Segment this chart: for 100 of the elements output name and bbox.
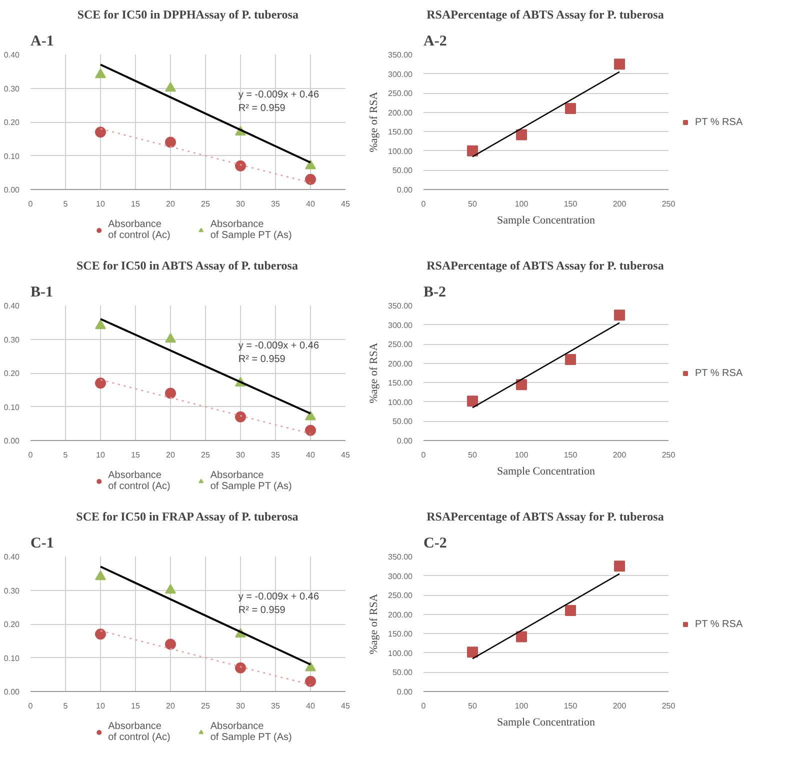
- point: [95, 628, 106, 640]
- y-tick-label: 150.00: [388, 128, 414, 137]
- x-tick-label: 200: [612, 702, 627, 710]
- annotation: R² = 0.959: [238, 604, 286, 616]
- legend-label: PT % RSA: [695, 116, 743, 128]
- y-tick-label: 0.20: [4, 369, 20, 378]
- y-tick-label: 300.00: [388, 572, 414, 581]
- x-tick-label: 150: [564, 702, 578, 710]
- point: [305, 174, 316, 185]
- point: [235, 662, 246, 674]
- y-tick-label: 300.00: [388, 320, 414, 330]
- y-tick-label: 50.00: [392, 166, 414, 176]
- x-tick-label: 30: [236, 450, 246, 460]
- x-tick-label: 25: [201, 450, 210, 460]
- point: [235, 411, 246, 422]
- point: [614, 560, 625, 572]
- point: [614, 310, 625, 321]
- x-tick-label: 50: [468, 702, 478, 710]
- x-tick-label: 150: [564, 450, 578, 460]
- y-tick-label: 100.00: [388, 146, 414, 156]
- point: [305, 424, 316, 436]
- point: [95, 378, 106, 389]
- point: [305, 676, 316, 687]
- y-tick-label: 200.00: [388, 108, 414, 118]
- y-tick-label: 100.00: [388, 398, 414, 407]
- y-tick-label: 0.20: [4, 118, 20, 127]
- y-axis-title: %age of RSA: [368, 92, 380, 152]
- y-tick-label: 0.40: [4, 552, 20, 562]
- y-tick-label: 50.00: [392, 417, 414, 426]
- y-axis-title: %age of RSA: [368, 594, 380, 654]
- x-tick-label: 40: [306, 200, 316, 208]
- text: C-2: [424, 536, 447, 552]
- x-tick-label: 0: [28, 702, 34, 710]
- y-tick-label: 350.00: [388, 552, 414, 562]
- y-tick-label: 0.30: [4, 84, 20, 94]
- x-tick-label: 15: [131, 200, 140, 208]
- y-tick-label: 250.00: [388, 340, 414, 350]
- y-tick-label: 0.30: [4, 586, 20, 596]
- x-tick-label: 25: [201, 702, 210, 710]
- x-tick-label: 45: [341, 702, 350, 710]
- x-tick-label: 20: [166, 200, 176, 208]
- point: [305, 160, 316, 170]
- x-tick-label: 250: [662, 200, 676, 208]
- y-tick-label: 350.00: [388, 50, 414, 60]
- x-tick-label: 5: [63, 702, 68, 710]
- chart-title: RSAPercentage of ABTS Assay for P. tuberosa: [426, 510, 664, 524]
- chart-title: SCE for IC50 in ABTS Assay of P. tuberosa: [76, 258, 298, 272]
- text: C-1: [30, 536, 54, 552]
- x-tick-label: 10: [96, 450, 106, 460]
- point: [95, 570, 106, 580]
- annotation: R² = 0.959: [238, 102, 286, 114]
- y-tick-label: 350.00: [388, 302, 414, 310]
- x-tick-label: 35: [271, 450, 280, 460]
- point: [516, 129, 527, 140]
- x-tick-label: 35: [271, 200, 280, 208]
- x-tick-label: 35: [271, 702, 280, 710]
- text: A-1: [30, 34, 54, 50]
- y-tick-label: 0.00: [4, 436, 20, 446]
- x-tick-label: 25: [201, 200, 210, 208]
- point: [165, 638, 176, 650]
- point: [565, 354, 576, 365]
- x-tick-label: 0: [421, 702, 426, 710]
- point: [165, 82, 176, 92]
- y-tick-label: 150.00: [388, 630, 414, 639]
- x-tick-label: 40: [306, 702, 316, 710]
- legend-label: Absorbance of Sample PT (As): [210, 721, 292, 743]
- annotation: y = -0.009x + 0.46: [238, 340, 320, 352]
- point: [467, 646, 478, 658]
- legend-label: Absorbance of Sample PT (As): [210, 470, 292, 492]
- point: [565, 103, 576, 114]
- annotation: y = -0.009x + 0.46: [238, 591, 320, 602]
- legend-label: PT % RSA: [695, 618, 743, 630]
- x-tick-label: 100: [514, 450, 529, 460]
- y-tick-label: 250.00: [388, 89, 414, 98]
- y-tick-label: 200.00: [388, 359, 414, 368]
- x-tick-label: 200: [612, 200, 627, 208]
- text: B-1: [30, 284, 53, 300]
- x-tick-label: 30: [236, 200, 246, 208]
- x-axis-title: Sample Concentration: [496, 466, 596, 478]
- x-tick-label: 45: [341, 450, 350, 460]
- y-tick-label: 250.00: [388, 591, 414, 600]
- x-axis-title: Sample Concentration: [496, 214, 596, 226]
- x-tick-label: 20: [166, 450, 176, 460]
- annotation: y = -0.009x + 0.46: [238, 89, 320, 100]
- y-tick-label: 100.00: [388, 648, 414, 658]
- y-tick-label: 0.00: [396, 186, 414, 194]
- x-tick-label: 5: [63, 200, 68, 208]
- x-tick-label: 50: [468, 450, 478, 460]
- x-tick-label: 10: [96, 702, 106, 710]
- chart-title: SCE for IC50 in FRAP Assay of P. tuberosa: [76, 510, 298, 524]
- legend-label: Absorbance of Sample PT (As): [210, 219, 292, 241]
- x-tick-label: 40: [306, 450, 316, 460]
- y-tick-label: 0.40: [4, 302, 20, 310]
- legend-label: Absorbance of control (Ac): [108, 219, 170, 241]
- y-tick-label: 300.00: [388, 70, 414, 79]
- x-tick-label: 250: [662, 702, 676, 710]
- y-tick-label: 0.00: [396, 688, 414, 696]
- point: [235, 160, 246, 172]
- y-tick-label: 0.10: [4, 152, 20, 161]
- x-tick-label: 0: [28, 450, 34, 460]
